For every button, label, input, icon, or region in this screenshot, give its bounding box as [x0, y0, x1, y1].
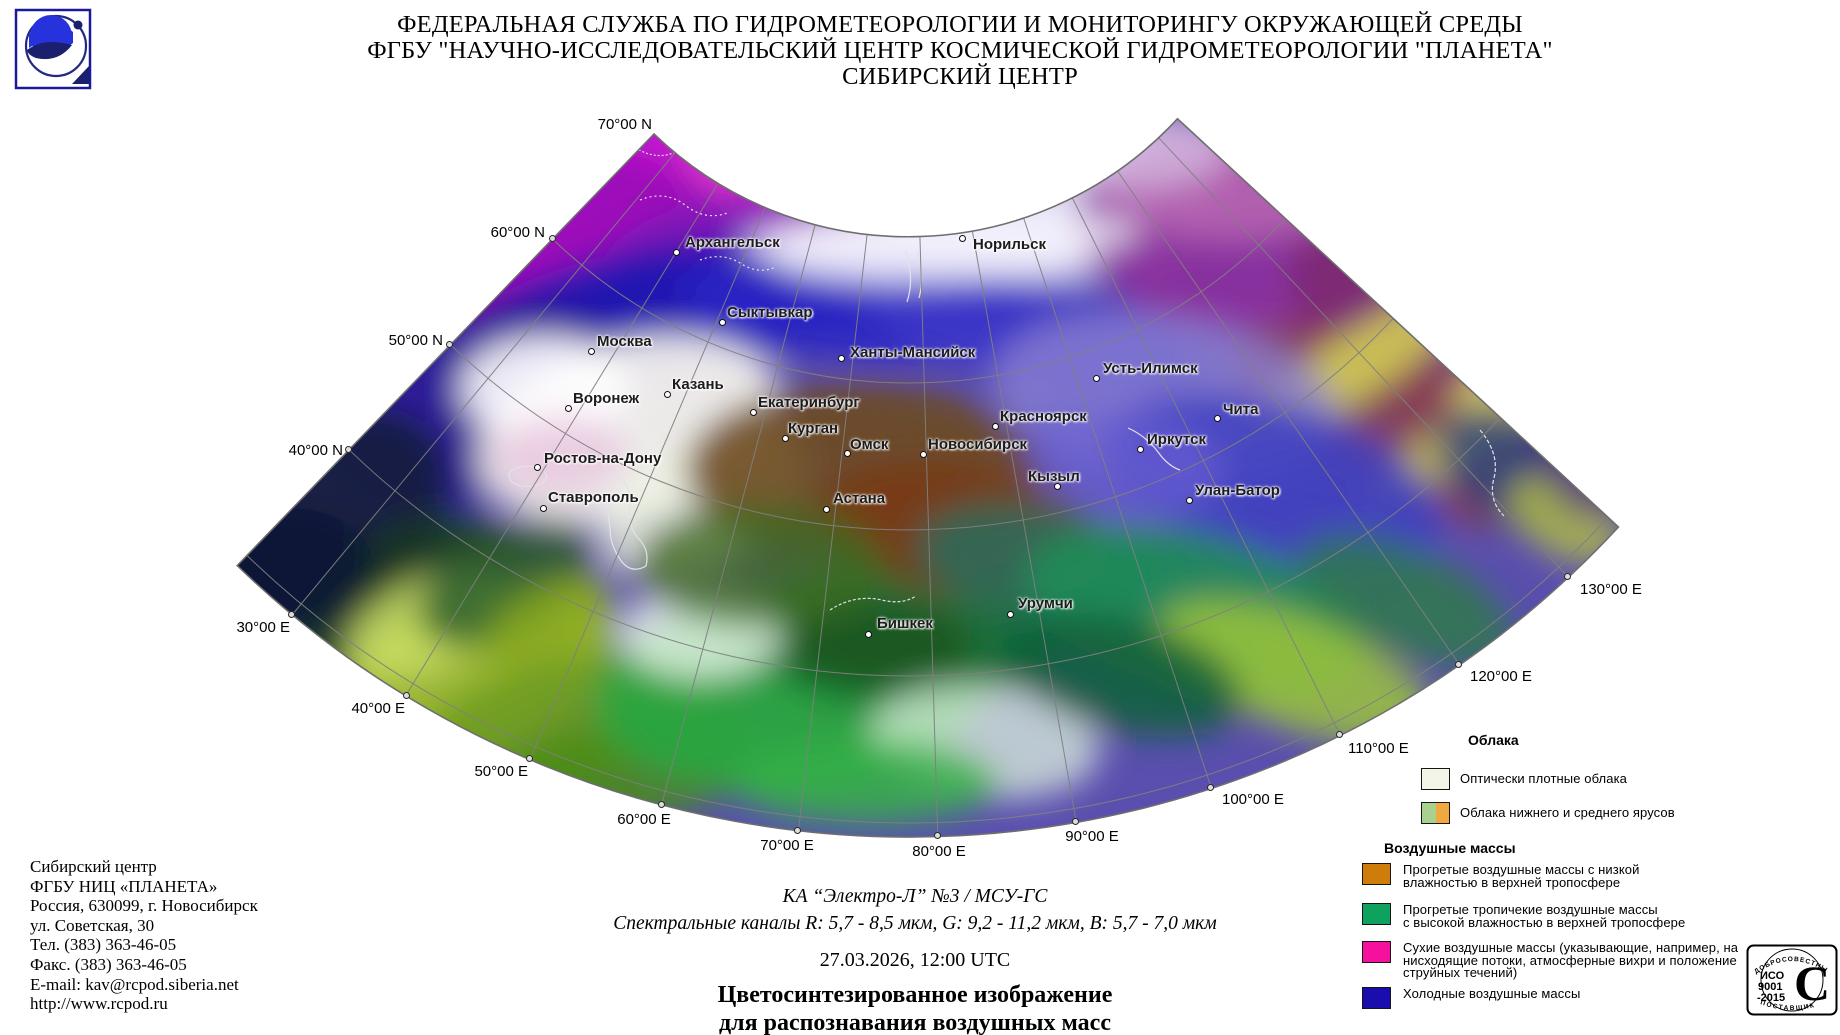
legend-label-line: Сухие воздушные массы (указывающие, напр… [1403, 940, 1739, 955]
contact-block: Сибирский центр ФГБУ НИЦ «ПЛАНЕТА» Россия,… [30, 857, 258, 1014]
contact-line: E-mail: kav@rcpod.siberia.net [30, 974, 239, 994]
legend-swatch [1362, 987, 1391, 1009]
legend-label: Оптически плотные облака [1460, 771, 1627, 786]
header-line-3: СИБИРСКИЙ ЦЕНТР [842, 63, 1078, 90]
legend-swatch-half [1435, 803, 1449, 823]
graticule-grid [246, 137, 1609, 837]
legend-label: Прогретые тропичекие воздушные массы с вы… [1403, 902, 1686, 930]
legend-label-line: струйных течений) [1403, 965, 1518, 981]
contact-line: http://www.rcpod.ru [30, 994, 168, 1014]
legend-swatch [1362, 941, 1391, 963]
contact-line: Россия, 630099, г. Новосибирск [30, 896, 258, 916]
legend-label: Сухие воздушные массы (указывающие, напр… [1403, 940, 1739, 981]
legend-swatch [1362, 903, 1391, 925]
corner-wedge-icon [72, 66, 89, 84]
contact-line: Тел. (383) 363-46-05 [30, 935, 177, 955]
contact-line: ФГБУ НИЦ «ПЛАНЕТА» [30, 876, 218, 896]
legend-clouds-title: Облака [1468, 732, 1519, 748]
planeta-logo [14, 8, 92, 90]
wave-icon [27, 41, 72, 60]
caption-spectral-channels: Спектральные каналы R: 5,7 - 8,5 мкм, G:… [613, 913, 1217, 934]
caption-title-line1: Цветосинтезированное изображение [717, 982, 1113, 1008]
airmass-imagery [237, 118, 1619, 838]
legend-label-line: нисходящие потоки, атмосферные вихри и п… [1403, 952, 1737, 968]
header-line-2: ФГБУ "НАУЧНО-ИССЛЕДОВАТЕЛЬСКИЙ ЦЕНТР КОС… [367, 37, 1553, 64]
stamp-iso-line2: 9001 [1758, 981, 1782, 993]
legend-swatch-half [1422, 803, 1437, 823]
legend-label: Холодные воздушные массы [1403, 986, 1581, 1001]
legend-label-line: Прогретые тропичекие воздушные массы [1403, 902, 1658, 917]
legend-label-line: влажностью в верхней тропосфере [1403, 874, 1621, 890]
legend-swatch [1421, 768, 1450, 790]
legend-label-line: с высокой влажностью в верхней тропосфер… [1403, 914, 1686, 930]
legend-airmasses-title: Воздушные массы [1384, 840, 1516, 856]
satellite-dot-icon [73, 20, 83, 30]
stamp-letter: С [1794, 955, 1830, 1011]
map-boundary [236, 117, 1620, 838]
caption-satellite: КА “Электро-Л” №3 / МСУ-ГС [782, 886, 1048, 907]
stamp-iso-line3: -2015 [1757, 992, 1785, 1004]
contact-line: Факс. (383) 363-46-05 [30, 954, 187, 974]
legend-label-line: Прогретые воздушные массы с низкой [1403, 862, 1640, 877]
legend-label: Облака нижнего и среднего ярусов [1460, 805, 1675, 820]
iso-9001-stamp: С ИСО 9001 -2015 ДОБРОСОВЕСТНЫЙ ПОСТАВЩИ… [1746, 944, 1838, 1016]
legend-label: Прогретые воздушные массы с низкой влажно… [1403, 862, 1640, 890]
caption-datetime: 27.03.2026, 12:00 UTC [819, 949, 1011, 971]
legend-label-line: Холодные воздушные массы [1403, 986, 1581, 1001]
stamp-iso-line1: ИСО [1760, 970, 1785, 982]
contact-line: ул. Советская, 30 [30, 915, 155, 935]
legend-swatch [1421, 802, 1450, 824]
header: ФЕДЕРАЛЬНАЯ СЛУЖБА ПО ГИДРОМЕТЕОРОЛОГИИ … [120, 12, 1800, 90]
legend-swatch [1362, 863, 1391, 885]
contact-line: Сибирский центр [30, 857, 157, 876]
header-line-1: ФЕДЕРАЛЬНАЯ СЛУЖБА ПО ГИДРОМЕТЕОРОЛОГИИ … [397, 11, 1523, 38]
caption-title-line2: для распознавания воздушных масс [719, 1010, 1111, 1035]
